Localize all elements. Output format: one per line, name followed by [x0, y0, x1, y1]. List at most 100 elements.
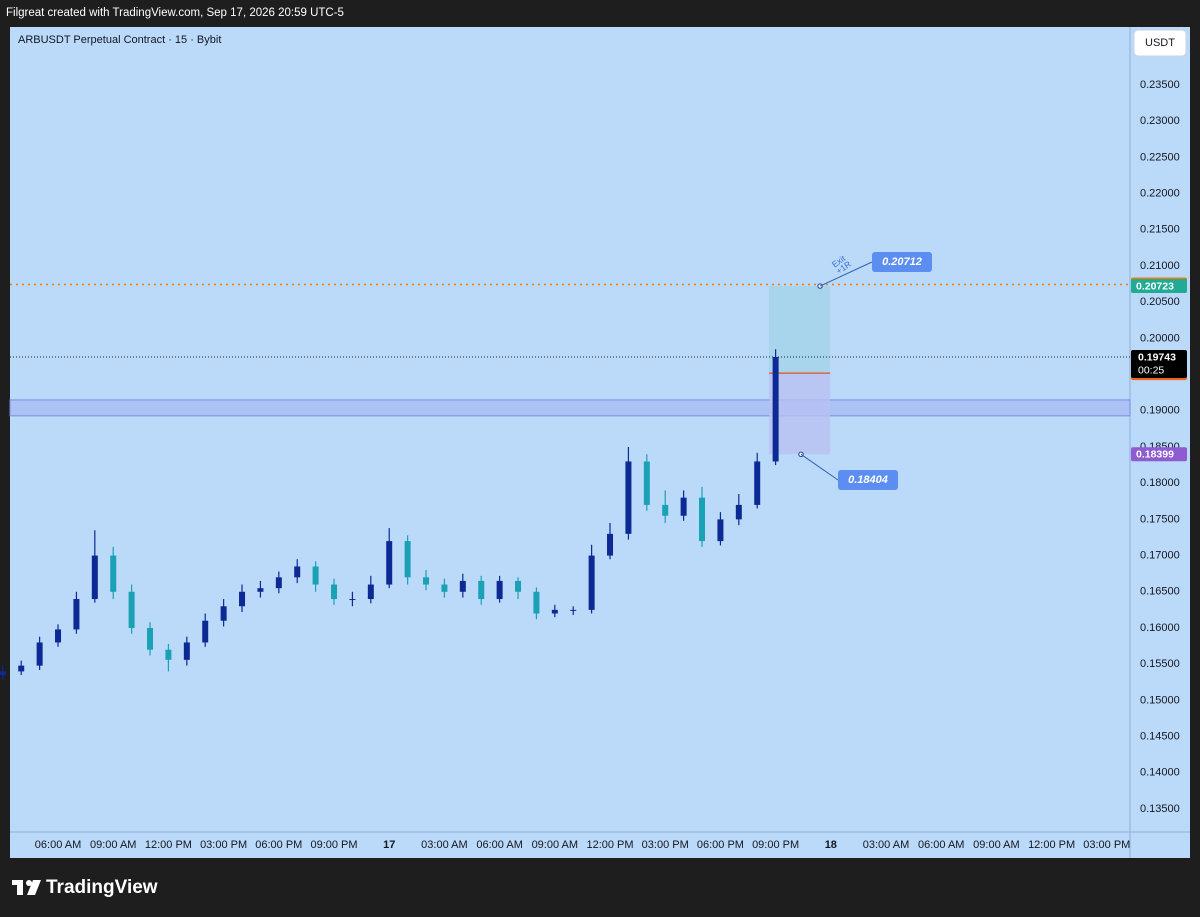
candle-body — [570, 609, 577, 611]
price-tag-label: 0.18399 — [1136, 449, 1174, 461]
candle-body — [294, 566, 301, 578]
countdown: 00:25 — [1138, 364, 1164, 376]
x-tick-label: 03:00 AM — [421, 839, 467, 851]
x-tick-label: 03:00 AM — [863, 839, 909, 851]
candle-body — [331, 584, 338, 600]
price-tag — [1131, 447, 1187, 462]
candle-body — [754, 461, 761, 505]
y-tick-label: 0.21000 — [1140, 260, 1180, 272]
x-tick-label: 12:00 PM — [1028, 839, 1075, 851]
candle-body — [36, 642, 43, 666]
candle-body — [18, 665, 25, 672]
y-tick-label: 0.16500 — [1140, 586, 1180, 598]
currency[interactable]: USDT — [1145, 37, 1175, 49]
candle-body — [0, 671, 6, 676]
candle-body — [147, 627, 154, 650]
candle-body — [367, 584, 374, 600]
x-tick-label: 09:00 AM — [532, 839, 578, 851]
x-tick-label: 06:00 PM — [697, 839, 744, 851]
candle-body — [607, 533, 614, 556]
x-tick-label: 17 — [383, 839, 395, 851]
target-label-box — [872, 252, 932, 272]
candle-body — [496, 580, 503, 600]
candle-body — [183, 642, 190, 660]
zone — [9, 399, 1131, 417]
stop-leader — [800, 453, 839, 481]
stop-zone — [768, 373, 831, 455]
candle-body — [220, 606, 227, 621]
last-price-label: 0.19743 — [1138, 351, 1176, 363]
candle-body — [55, 629, 62, 643]
brand: TradingView — [46, 877, 158, 898]
x-tick-label: 09:00 AM — [973, 839, 1019, 851]
candle-body — [165, 649, 172, 660]
x-tick-label: 06:00 PM — [255, 839, 302, 851]
candle-body — [717, 519, 724, 542]
candle-body — [202, 620, 209, 643]
x-tick-label: 12:00 PM — [145, 839, 192, 851]
y-tick-label: 0.17000 — [1140, 549, 1180, 561]
candle-body — [441, 584, 448, 592]
candle-body — [643, 461, 650, 505]
y-tick-label: 0.16000 — [1140, 622, 1180, 634]
y-tick-label: 0.22500 — [1140, 151, 1180, 163]
chart-panel — [10, 27, 1190, 858]
x-tick-label: 18 — [825, 839, 837, 851]
target-zone — [768, 286, 831, 374]
candle-body — [257, 588, 264, 592]
logo-icon — [27, 880, 41, 895]
logo-icon — [17, 880, 23, 895]
y-tick-label: 0.19000 — [1140, 405, 1180, 417]
target-leader — [819, 261, 873, 287]
candle-body — [588, 555, 595, 610]
candle-body — [386, 541, 393, 585]
x-tick-label: 09:00 AM — [90, 839, 136, 851]
y-tick-label: 0.13500 — [1140, 803, 1180, 815]
candle-body — [625, 461, 632, 534]
candle-body — [275, 577, 282, 589]
currency-box[interactable] — [1133, 29, 1187, 57]
y-tick-label: 0.21500 — [1140, 224, 1180, 236]
x-tick-label: 06:00 AM — [476, 839, 522, 851]
candle-body — [735, 504, 742, 520]
candle-body — [239, 591, 246, 607]
candle-body — [349, 599, 356, 601]
y-tick-label: 0.15500 — [1140, 658, 1180, 670]
y-tick-label: 0.23500 — [1140, 79, 1180, 91]
x-tick-label: 03:00 PM — [642, 839, 689, 851]
candle-body — [662, 504, 669, 516]
x-tick-label: 09:00 PM — [310, 839, 357, 851]
candle-body — [772, 356, 779, 462]
y-tick-label: 0.14000 — [1140, 767, 1180, 779]
candle-body — [551, 609, 558, 614]
candle-body — [699, 497, 706, 542]
y-tick-label: 0.20000 — [1140, 332, 1180, 344]
x-tick-label: 09:00 PM — [752, 839, 799, 851]
candle-body — [312, 566, 319, 585]
candle-body — [91, 555, 98, 600]
candle-body — [73, 599, 80, 630]
y-tick-label: 0.15000 — [1140, 694, 1180, 706]
candle-body — [423, 577, 430, 585]
stop-label: 0.18404 — [848, 474, 888, 486]
x-tick-label: 06:00 AM — [918, 839, 964, 851]
x-tick-label: 12:00 PM — [586, 839, 633, 851]
x-tick-label: 03:00 PM — [1083, 839, 1130, 851]
y-tick-label: 0.22000 — [1140, 187, 1180, 199]
logo: TradingView — [12, 877, 158, 898]
caption: Filgreat created with TradingView.com, S… — [6, 7, 344, 19]
target-label: 0.20712 — [882, 256, 922, 268]
last-price-tag — [1131, 349, 1187, 378]
y-tick-label: 0.18000 — [1140, 477, 1180, 489]
stop-label-box — [838, 470, 898, 490]
candle-body — [110, 555, 117, 592]
symbol-title: ARBUSDT Perpetual Contract · 15 · Bybit — [18, 34, 221, 46]
candle-body — [478, 580, 485, 600]
candle-body — [404, 541, 411, 578]
logo-icon — [26, 880, 32, 886]
y-tick-label: 0.17500 — [1140, 513, 1180, 525]
candle-body — [515, 580, 522, 592]
candle-body — [533, 591, 540, 614]
